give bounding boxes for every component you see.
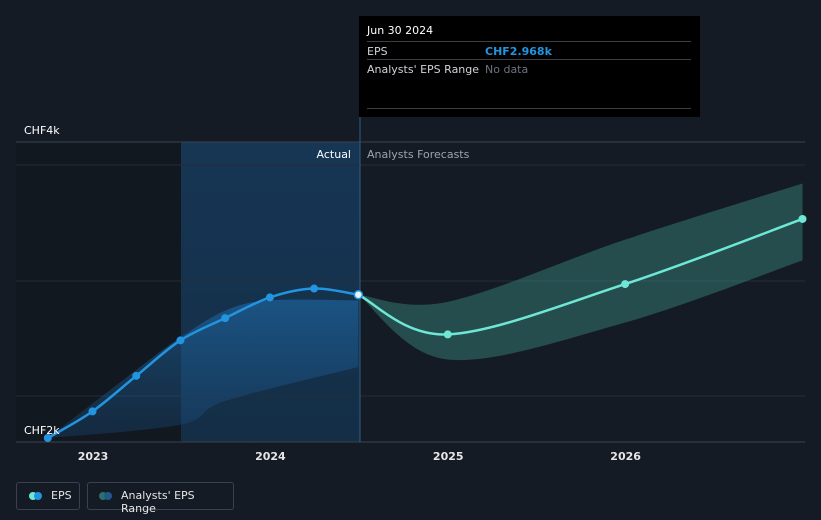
eps-point[interactable]: [265, 293, 274, 302]
legend-analysts-range[interactable]: Analysts' EPS Range: [87, 482, 234, 515]
forecast-region-label: Analysts Forecasts: [367, 148, 470, 161]
eps-forecast-point[interactable]: [443, 330, 452, 339]
x-tick-label: 2024: [255, 450, 286, 463]
eps-point[interactable]: [88, 407, 97, 416]
tooltip-range-label: Analysts' EPS Range: [367, 63, 480, 76]
tooltip-range-value: No data: [485, 63, 529, 76]
tooltip-eps-value: CHF2.968k: [485, 45, 552, 58]
actual-region-label: Actual: [317, 148, 351, 161]
tooltip-date: Jun 30 2024: [367, 24, 434, 37]
eps-forecast-point[interactable]: [621, 280, 630, 289]
tooltip-eps-row: EPS CHF2.968k: [367, 41, 691, 59]
x-tick-label: 2025: [433, 450, 464, 463]
legend-eps-label: EPS: [51, 489, 72, 502]
eps-point[interactable]: [43, 434, 52, 442]
forecast-eps-range-band: [358, 183, 803, 361]
eps-point[interactable]: [132, 371, 141, 380]
eps-point[interactable]: [176, 336, 185, 345]
eps-forecast-point[interactable]: [798, 214, 807, 223]
eps-point[interactable]: [353, 289, 364, 300]
eps-forecast-line: [357, 217, 803, 336]
range-legend-icon: [99, 492, 107, 500]
legend-range-label: Analysts' EPS Range: [121, 489, 195, 515]
eps-legend-icon: [29, 492, 37, 500]
eps-legend-icon-overlay: [34, 492, 42, 500]
range-legend-icon-overlay: [104, 492, 112, 500]
tooltip-eps-label: EPS: [367, 45, 388, 58]
x-tick-label: 2026: [610, 450, 641, 463]
tooltip-range-row: Analysts' EPS Range No data: [367, 59, 691, 77]
y-tick-label: CHF4k: [24, 124, 60, 137]
tooltip-footer-divider: [367, 108, 691, 109]
eps-point[interactable]: [310, 284, 319, 293]
legend-eps[interactable]: EPS: [16, 482, 80, 510]
eps-point[interactable]: [221, 314, 230, 323]
x-tick-label: 2023: [78, 450, 109, 463]
tooltip: Jun 30 2024 EPS CHF2.968k Analysts' EPS …: [359, 16, 700, 117]
actual-eps-range-band: [47, 299, 359, 438]
y-tick-label: CHF2k: [24, 424, 60, 437]
